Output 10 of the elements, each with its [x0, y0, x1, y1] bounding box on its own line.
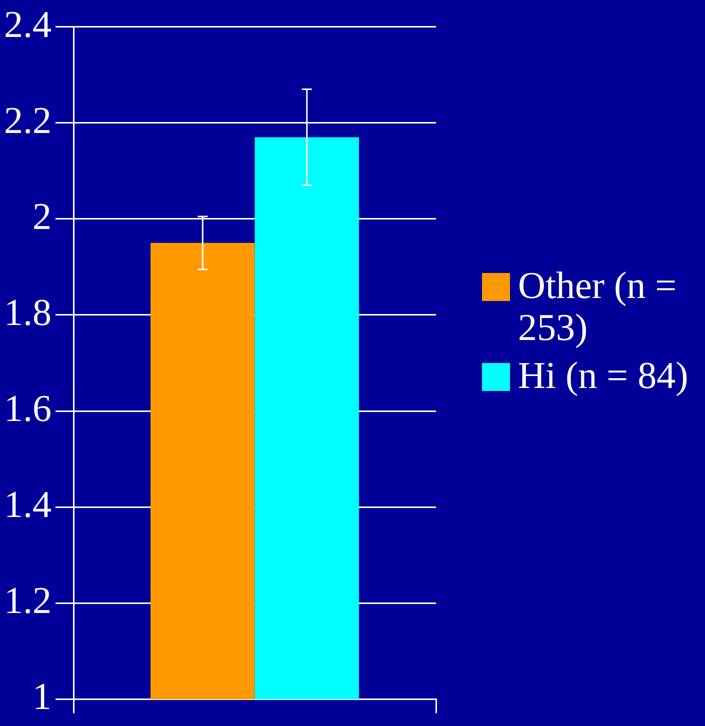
y-tick-label: 1 — [32, 676, 52, 718]
y-tick-label: 1.6 — [4, 388, 52, 430]
y-tick-label: 2.4 — [4, 4, 52, 46]
legend-label: Other (n = 253) — [518, 265, 678, 349]
y-tick-label: 1.2 — [4, 580, 52, 622]
y-tick-label: 2 — [32, 196, 52, 238]
y-tick-label: 1.4 — [4, 484, 52, 526]
legend-label: Hi (n = 84) — [518, 355, 688, 397]
y-tick-label: 2.2 — [4, 100, 52, 142]
y-tick-label: 1.8 — [4, 292, 52, 334]
